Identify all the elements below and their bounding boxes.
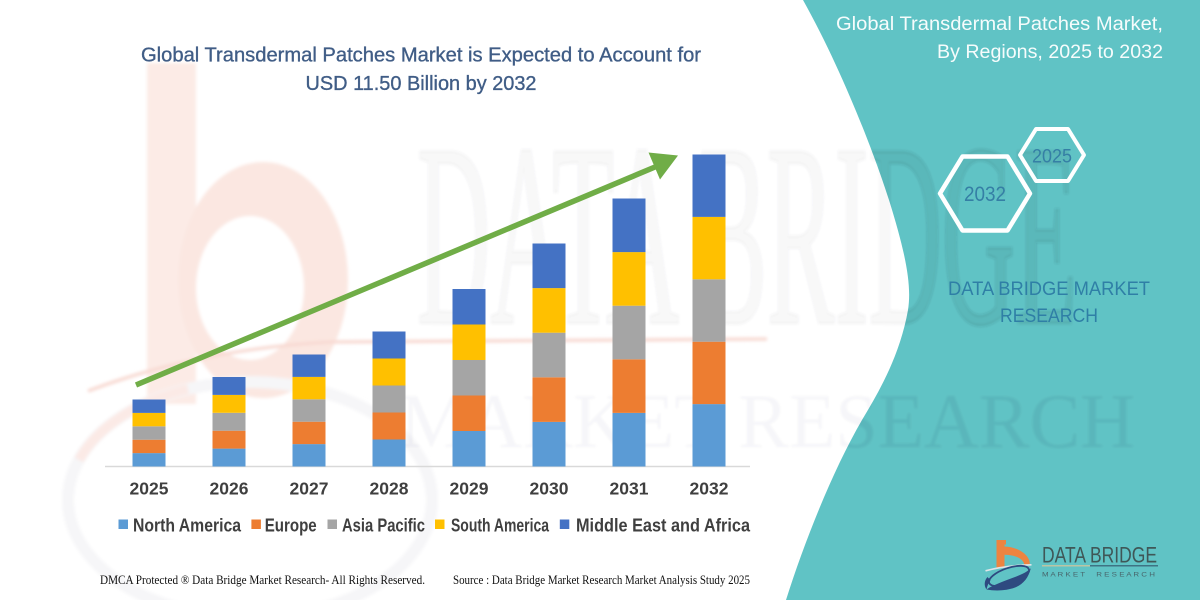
svg-text:Source : Data Bridge Market Re: Source : Data Bridge Market Research Mar… bbox=[453, 572, 750, 587]
svg-text:Global Transdermal Patches Mar: Global Transdermal Patches Market, bbox=[836, 14, 1163, 35]
svg-text:2031: 2031 bbox=[610, 479, 649, 499]
svg-text:South America: South America bbox=[451, 516, 550, 536]
svg-text:RESEARCH: RESEARCH bbox=[1000, 306, 1098, 327]
svg-text:By Regions, 2025 to 2032: By Regions, 2025 to 2032 bbox=[937, 42, 1163, 63]
svg-text:2030: 2030 bbox=[530, 479, 569, 499]
svg-text:M A R K E T R E S E A R C: M A R K E T R E S E A R C H bbox=[1042, 572, 1155, 579]
svg-text:2029: 2029 bbox=[450, 479, 489, 499]
svg-text:Global Transdermal Patches Mar: Global Transdermal Patches Market is Exp… bbox=[141, 44, 701, 67]
svg-text:Asia Pacific: Asia Pacific bbox=[342, 516, 425, 536]
svg-text:USD 11.50 Billion by 2032: USD 11.50 Billion by 2032 bbox=[306, 72, 537, 95]
svg-text:2032: 2032 bbox=[690, 479, 729, 499]
svg-text:North America: North America bbox=[133, 516, 242, 536]
svg-text:2025: 2025 bbox=[130, 479, 169, 499]
svg-text:2026: 2026 bbox=[210, 479, 249, 499]
svg-text:DATA BRIDGE: DATA BRIDGE bbox=[1042, 543, 1157, 568]
svg-text:DATA BRIDGE MARKET: DATA BRIDGE MARKET bbox=[948, 279, 1150, 300]
svg-text:2025: 2025 bbox=[1032, 147, 1072, 168]
svg-text:Europe: Europe bbox=[265, 516, 317, 536]
svg-text:DATA BRIDGE: DATA BRIDGE bbox=[417, 92, 1077, 381]
svg-text:2032: 2032 bbox=[964, 183, 1006, 206]
svg-text:2027: 2027 bbox=[290, 479, 329, 499]
svg-text:2028: 2028 bbox=[370, 479, 409, 499]
svg-text:Middle East and Africa: Middle East and Africa bbox=[576, 516, 751, 536]
svg-text:DMCA Protected ® Data Bridge M: DMCA Protected ® Data Bridge Market Rese… bbox=[100, 572, 425, 587]
